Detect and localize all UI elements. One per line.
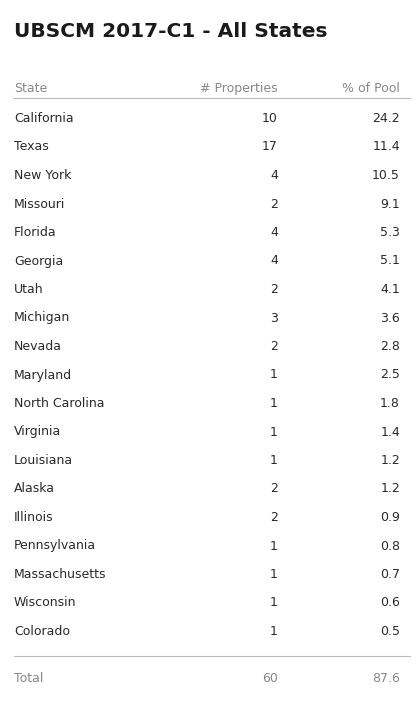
Text: 1: 1 bbox=[270, 625, 278, 638]
Text: Missouri: Missouri bbox=[14, 198, 66, 211]
Text: 1: 1 bbox=[270, 425, 278, 438]
Text: 1: 1 bbox=[270, 454, 278, 467]
Text: % of Pool: % of Pool bbox=[342, 82, 400, 95]
Text: # Properties: # Properties bbox=[200, 82, 278, 95]
Text: 87.6: 87.6 bbox=[372, 672, 400, 685]
Text: 2.5: 2.5 bbox=[380, 369, 400, 382]
Text: 1: 1 bbox=[270, 596, 278, 609]
Text: California: California bbox=[14, 112, 74, 125]
Text: 10: 10 bbox=[262, 112, 278, 125]
Text: 2: 2 bbox=[270, 511, 278, 524]
Text: 2: 2 bbox=[270, 283, 278, 296]
Text: 0.6: 0.6 bbox=[380, 596, 400, 609]
Text: Maryland: Maryland bbox=[14, 369, 72, 382]
Text: Total: Total bbox=[14, 672, 43, 685]
Text: Wisconsin: Wisconsin bbox=[14, 596, 76, 609]
Text: Utah: Utah bbox=[14, 283, 44, 296]
Text: UBSCM 2017-C1 - All States: UBSCM 2017-C1 - All States bbox=[14, 22, 328, 41]
Text: Colorado: Colorado bbox=[14, 625, 70, 638]
Text: Massachusetts: Massachusetts bbox=[14, 568, 107, 581]
Text: 9.1: 9.1 bbox=[380, 198, 400, 211]
Text: 17: 17 bbox=[262, 140, 278, 153]
Text: 60: 60 bbox=[262, 672, 278, 685]
Text: 0.5: 0.5 bbox=[380, 625, 400, 638]
Text: 0.7: 0.7 bbox=[380, 568, 400, 581]
Text: 1: 1 bbox=[270, 539, 278, 553]
Text: Michigan: Michigan bbox=[14, 311, 70, 324]
Text: 24.2: 24.2 bbox=[373, 112, 400, 125]
Text: 1.2: 1.2 bbox=[380, 454, 400, 467]
Text: 1: 1 bbox=[270, 397, 278, 410]
Text: 1.8: 1.8 bbox=[380, 397, 400, 410]
Text: 1: 1 bbox=[270, 568, 278, 581]
Text: 2: 2 bbox=[270, 340, 278, 353]
Text: North Carolina: North Carolina bbox=[14, 397, 105, 410]
Text: New York: New York bbox=[14, 169, 71, 182]
Text: 4.1: 4.1 bbox=[380, 283, 400, 296]
Text: Pennsylvania: Pennsylvania bbox=[14, 539, 96, 553]
Text: Alaska: Alaska bbox=[14, 483, 55, 496]
Text: 5.1: 5.1 bbox=[380, 254, 400, 268]
Text: 2: 2 bbox=[270, 198, 278, 211]
Text: 2: 2 bbox=[270, 483, 278, 496]
Text: Georgia: Georgia bbox=[14, 254, 63, 268]
Text: 4: 4 bbox=[270, 169, 278, 182]
Text: 3: 3 bbox=[270, 311, 278, 324]
Text: 3.6: 3.6 bbox=[380, 311, 400, 324]
Text: Florida: Florida bbox=[14, 226, 57, 239]
Text: Texas: Texas bbox=[14, 140, 49, 153]
Text: 11.4: 11.4 bbox=[373, 140, 400, 153]
Text: Nevada: Nevada bbox=[14, 340, 62, 353]
Text: 0.8: 0.8 bbox=[380, 539, 400, 553]
Text: 10.5: 10.5 bbox=[372, 169, 400, 182]
Text: 0.9: 0.9 bbox=[380, 511, 400, 524]
Text: 2.8: 2.8 bbox=[380, 340, 400, 353]
Text: Louisiana: Louisiana bbox=[14, 454, 73, 467]
Text: 1: 1 bbox=[270, 369, 278, 382]
Text: 4: 4 bbox=[270, 254, 278, 268]
Text: 5.3: 5.3 bbox=[380, 226, 400, 239]
Text: Virginia: Virginia bbox=[14, 425, 61, 438]
Text: State: State bbox=[14, 82, 47, 95]
Text: 1.4: 1.4 bbox=[380, 425, 400, 438]
Text: 4: 4 bbox=[270, 226, 278, 239]
Text: Illinois: Illinois bbox=[14, 511, 54, 524]
Text: 1.2: 1.2 bbox=[380, 483, 400, 496]
